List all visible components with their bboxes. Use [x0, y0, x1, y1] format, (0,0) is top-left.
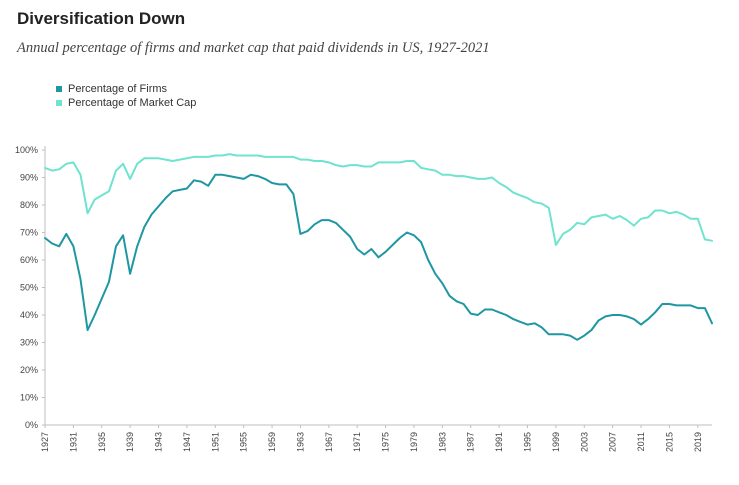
- legend: Percentage of Firms Percentage of Market…: [56, 82, 196, 110]
- legend-item-market-cap: Percentage of Market Cap: [56, 96, 196, 110]
- x-tick-label: 1987: [466, 432, 476, 452]
- x-tick-label: 1995: [523, 432, 533, 452]
- y-tick-label: 60%: [20, 255, 38, 265]
- y-tick-label: 40%: [20, 310, 38, 320]
- x-tick-label: 1947: [182, 432, 192, 452]
- x-tick-label: 1931: [68, 432, 78, 452]
- x-tick-label: 2007: [608, 432, 618, 452]
- series-line-market-cap: [44, 153, 713, 246]
- series-line-firms: [44, 173, 713, 341]
- legend-label-firms: Percentage of Firms: [68, 83, 168, 95]
- x-tick-label: 1991: [494, 432, 504, 452]
- y-tick-label: 70%: [20, 228, 38, 238]
- x-tick-label: 1979: [409, 432, 419, 452]
- x-tick-label: 2015: [664, 432, 674, 452]
- x-tick-label: 1963: [295, 432, 305, 452]
- y-tick-label: 90%: [20, 173, 38, 183]
- chart-subtitle: Annual percentage of firms and market ca…: [17, 40, 490, 56]
- chart-title: Diversification Down: [17, 9, 186, 28]
- y-tick-label: 100%: [15, 145, 38, 155]
- x-tick-label: 1943: [154, 432, 164, 452]
- x-tick-label: 1951: [210, 432, 220, 452]
- x-tick-label: 1983: [437, 432, 447, 452]
- x-tick-label: 2019: [693, 432, 703, 452]
- x-tick-label: 1959: [267, 432, 277, 452]
- x-tick-label: 1999: [551, 432, 561, 452]
- y-tick-label: 50%: [20, 283, 38, 293]
- x-tick-label: 1971: [352, 432, 362, 452]
- legend-item-firms: Percentage of Firms: [56, 82, 196, 96]
- y-tick-label: 0%: [25, 420, 38, 430]
- y-tick-label: 30%: [20, 338, 38, 348]
- x-tick-label: 2003: [579, 432, 589, 452]
- x-tick-label: 2011: [636, 432, 646, 451]
- legend-label-market-cap: Percentage of Market Cap: [68, 97, 197, 109]
- x-tick-label: 1939: [125, 432, 135, 452]
- x-tick-label: 1927: [40, 432, 50, 452]
- x-tick-label: 1967: [324, 432, 334, 452]
- y-tick-label: 20%: [20, 365, 38, 375]
- x-tick-label: 1955: [239, 432, 249, 452]
- legend-swatch-market-cap: [56, 100, 62, 106]
- y-tick-label: 10%: [20, 393, 38, 403]
- x-tick-label: 1935: [97, 432, 107, 452]
- x-tick-label: 1975: [381, 432, 391, 452]
- y-tick-label: 80%: [20, 200, 38, 210]
- legend-swatch-firms: [56, 86, 62, 92]
